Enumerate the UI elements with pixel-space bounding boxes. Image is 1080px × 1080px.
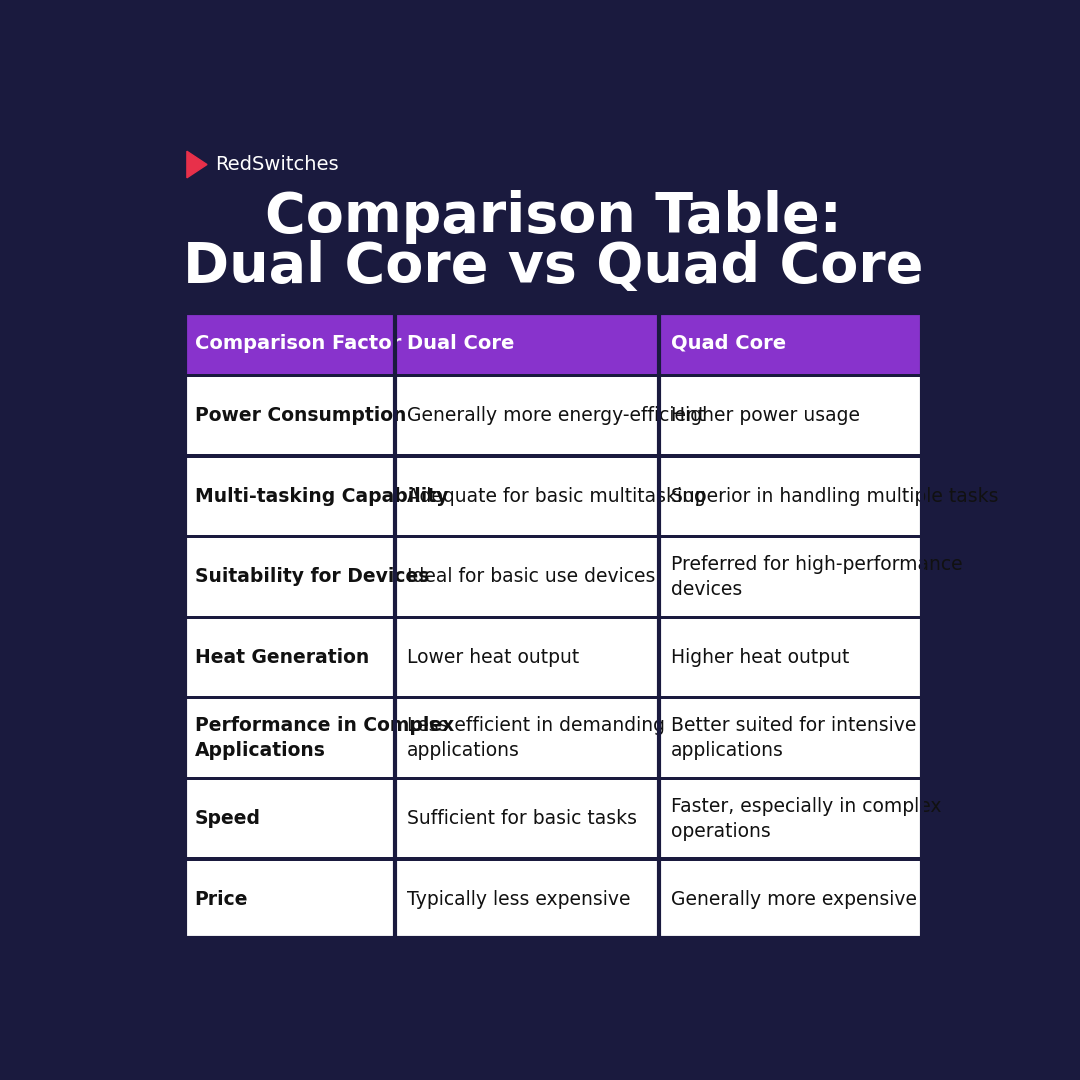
Bar (186, 312, 922, 937)
Text: Preferred for high-performance
devices: Preferred for high-performance devices (671, 555, 962, 599)
Text: RedSwitches: RedSwitches (215, 156, 339, 174)
Text: Generally more energy-efficient: Generally more energy-efficient (407, 406, 705, 426)
Bar (659, 861, 922, 937)
Text: Performance in Complex
Applications: Performance in Complex Applications (194, 716, 454, 760)
Bar (395, 377, 659, 455)
Bar (395, 538, 659, 616)
Bar (395, 458, 659, 535)
Bar (186, 780, 395, 858)
Bar (659, 312, 922, 374)
Bar (659, 619, 922, 697)
Text: Speed: Speed (194, 809, 260, 828)
Bar (659, 458, 922, 535)
Bar (186, 619, 395, 697)
Bar (395, 780, 659, 858)
Text: Faster, especially in complex
operations: Faster, especially in complex operations (671, 797, 941, 840)
Text: Superior in handling multiple tasks: Superior in handling multiple tasks (671, 487, 998, 505)
Text: Power Consumption: Power Consumption (194, 406, 406, 426)
Text: Less efficient in demanding
applications: Less efficient in demanding applications (407, 716, 665, 760)
Text: Quad Core: Quad Core (671, 334, 786, 353)
Bar (659, 377, 922, 455)
Text: Dual Core: Dual Core (407, 334, 514, 353)
Text: Better suited for intensive
applications: Better suited for intensive applications (671, 716, 916, 760)
Text: Sufficient for basic tasks: Sufficient for basic tasks (407, 809, 637, 828)
Text: Higher heat output: Higher heat output (671, 648, 849, 667)
Text: Ideal for basic use devices: Ideal for basic use devices (407, 567, 656, 586)
Bar (186, 861, 395, 937)
Bar (186, 377, 395, 455)
Text: Higher power usage: Higher power usage (671, 406, 860, 426)
Bar (395, 700, 659, 777)
Text: Suitability for Devices: Suitability for Devices (194, 567, 429, 586)
Text: Dual Core vs Quad Core: Dual Core vs Quad Core (184, 240, 923, 294)
Bar (659, 700, 922, 777)
Bar (659, 780, 922, 858)
Bar (395, 619, 659, 697)
Text: Generally more expensive: Generally more expensive (671, 890, 917, 908)
Text: Typically less expensive: Typically less expensive (407, 890, 631, 908)
Text: Multi-tasking Capability: Multi-tasking Capability (194, 487, 448, 505)
Text: Heat Generation: Heat Generation (194, 648, 369, 667)
Bar (186, 312, 395, 374)
Bar (186, 538, 395, 616)
Bar (395, 861, 659, 937)
Text: Adequate for basic multitasking: Adequate for basic multitasking (407, 487, 706, 505)
Text: Comparison Table:: Comparison Table: (265, 190, 842, 244)
Bar (395, 312, 659, 374)
Polygon shape (187, 151, 207, 178)
Text: Price: Price (194, 890, 248, 908)
Text: Lower heat output: Lower heat output (407, 648, 579, 667)
Bar (186, 700, 395, 777)
Bar (186, 458, 395, 535)
Bar (659, 538, 922, 616)
Text: Comparison Factor: Comparison Factor (194, 334, 401, 353)
